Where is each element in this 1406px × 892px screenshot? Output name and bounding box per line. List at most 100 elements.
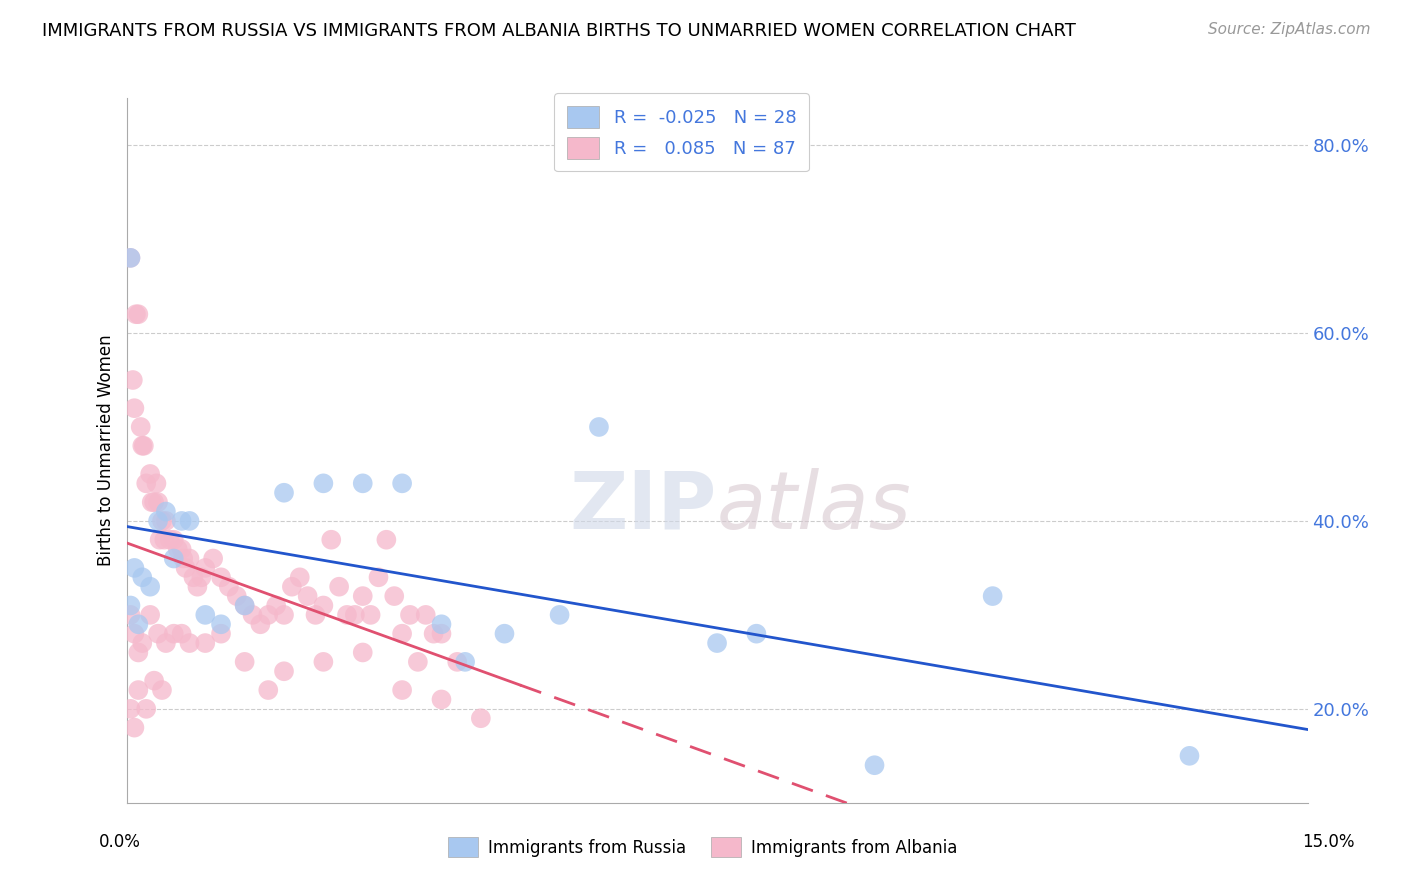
Point [446,655,468,669]
Point [143,673,166,688]
Point [218,580,240,594]
Point [273,485,295,500]
Point [233,599,256,613]
Point [352,645,374,659]
Point [343,607,366,622]
Point [141,495,163,509]
Point [312,599,335,613]
Point [135,702,157,716]
Point [281,580,304,594]
Point [391,476,413,491]
Point [155,504,177,518]
Point [194,607,217,622]
Point [288,570,311,584]
Point [745,626,768,640]
Point [150,683,173,698]
Point [145,476,167,491]
Point [304,607,326,622]
Point [186,580,208,594]
Point [153,533,176,547]
Point [135,476,157,491]
Point [430,617,453,632]
Point [242,607,264,622]
Point [131,636,153,650]
Point [163,551,186,566]
Point [174,561,197,575]
Point [143,495,166,509]
Point [124,561,146,575]
Text: atlas: atlas [717,467,912,546]
Point [209,570,232,584]
Point [430,692,453,706]
Point [209,626,232,640]
Point [120,702,142,716]
Text: 0.0%: 0.0% [98,833,141,851]
Point [352,476,374,491]
Point [127,617,149,632]
Point [981,589,1004,603]
Point [1178,748,1201,763]
Point [183,570,205,584]
Point [360,607,382,622]
Point [328,580,350,594]
Point [202,551,225,566]
Point [172,551,194,566]
Point [863,758,886,772]
Point [120,599,142,613]
Point [132,439,155,453]
Point [415,607,437,622]
Point [273,607,295,622]
Point [249,617,271,632]
Point [124,401,146,416]
Point [170,626,193,640]
Point [190,570,212,584]
Point [706,636,728,650]
Text: Source: ZipAtlas.com: Source: ZipAtlas.com [1208,22,1371,37]
Point [470,711,492,725]
Point [225,589,247,603]
Point [121,373,143,387]
Point [233,655,256,669]
Point [131,439,153,453]
Legend: Immigrants from Russia, Immigrants from Albania: Immigrants from Russia, Immigrants from … [441,830,965,864]
Point [312,655,335,669]
Point [297,589,319,603]
Point [548,607,571,622]
Point [127,683,149,698]
Point [264,599,287,613]
Point [139,607,162,622]
Point [170,542,193,557]
Point [163,626,186,640]
Point [382,589,405,603]
Point [125,307,148,321]
Point [131,570,153,584]
Point [257,607,280,622]
Point [146,495,169,509]
Point [391,683,413,698]
Point [209,617,232,632]
Point [170,514,193,528]
Point [336,607,359,622]
Point [406,655,429,669]
Point [273,665,295,679]
Point [146,514,169,528]
Point [146,626,169,640]
Point [124,626,146,640]
Point [399,607,422,622]
Point [139,467,162,481]
Point [494,626,516,640]
Text: ZIP: ZIP [569,467,717,546]
Text: 15.0%: 15.0% [1302,833,1355,851]
Point [150,514,173,528]
Point [127,307,149,321]
Point [120,251,142,265]
Point [367,570,389,584]
Point [127,645,149,659]
Point [422,626,444,640]
Point [321,533,343,547]
Point [179,636,201,650]
Point [159,533,181,547]
Text: IMMIGRANTS FROM RUSSIA VS IMMIGRANTS FROM ALBANIA BIRTHS TO UNMARRIED WOMEN CORR: IMMIGRANTS FROM RUSSIA VS IMMIGRANTS FRO… [42,22,1076,40]
Point [120,607,142,622]
Point [375,533,398,547]
